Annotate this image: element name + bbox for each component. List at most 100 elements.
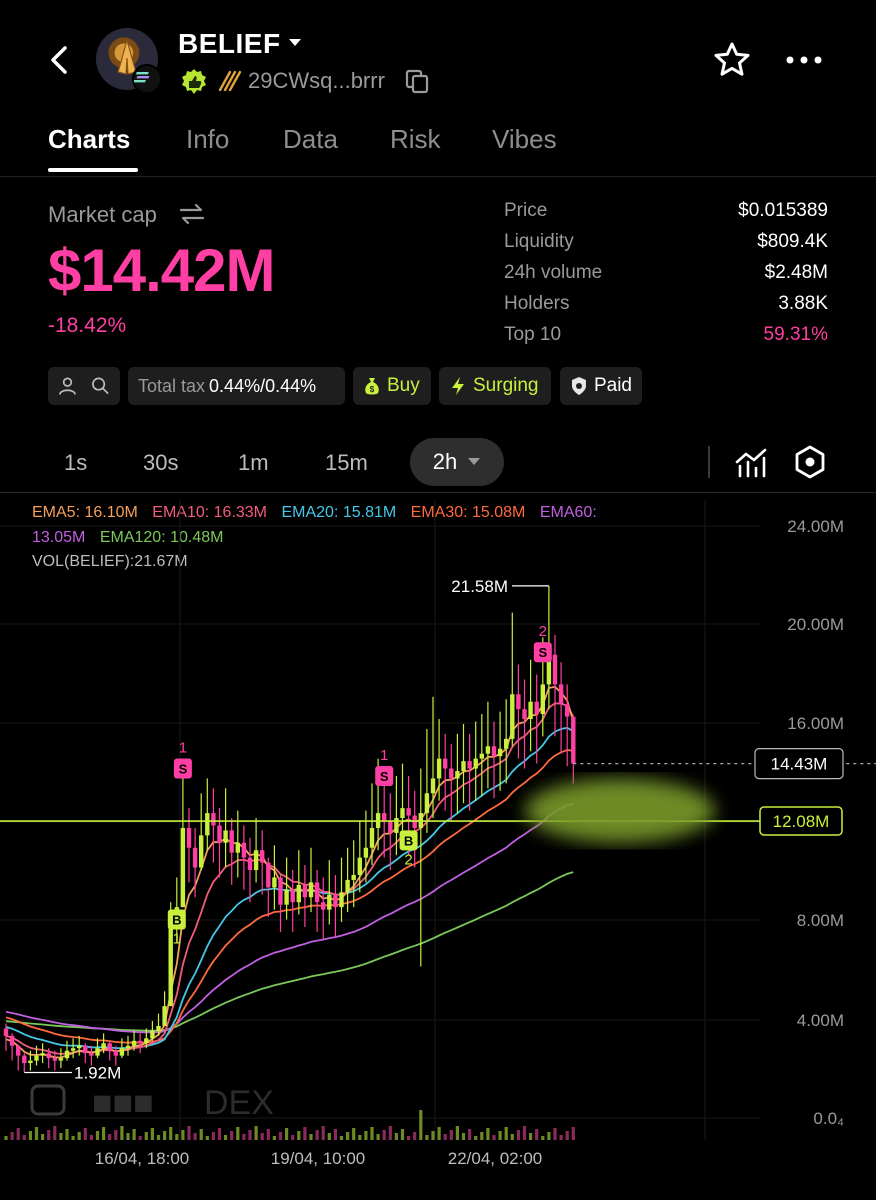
market-cap-change: -18.42% bbox=[48, 314, 127, 337]
swap-icon[interactable] bbox=[178, 202, 206, 226]
volume-bar bbox=[352, 1128, 356, 1140]
volume-bar bbox=[535, 1129, 539, 1140]
indicator-chart-icon[interactable] bbox=[734, 446, 768, 480]
volume-bar bbox=[358, 1135, 362, 1140]
star-icon[interactable] bbox=[712, 40, 752, 80]
volume-bar bbox=[156, 1135, 161, 1140]
volume-bar bbox=[65, 1129, 69, 1140]
volume-bar bbox=[571, 1127, 575, 1140]
settings-hexagon-icon[interactable] bbox=[792, 444, 828, 480]
watermark-mark: ■■■ bbox=[92, 1084, 154, 1122]
candle-body bbox=[119, 1048, 125, 1056]
volume-bar bbox=[431, 1131, 435, 1140]
volume-bar bbox=[83, 1128, 87, 1140]
volume-bar bbox=[522, 1126, 527, 1140]
candle-body bbox=[241, 842, 247, 858]
volume-bar bbox=[346, 1132, 350, 1140]
volume-bar bbox=[388, 1126, 392, 1140]
candle-body bbox=[369, 827, 375, 848]
candle-body bbox=[314, 882, 320, 903]
candle-body bbox=[473, 758, 478, 769]
praying-hands-icon bbox=[117, 37, 137, 75]
timeframe-15m[interactable]: 15m bbox=[325, 450, 368, 475]
candle-body bbox=[351, 874, 356, 880]
volume-bar bbox=[413, 1132, 417, 1140]
tab-vibes[interactable]: Vibes bbox=[492, 124, 557, 154]
volume-bar bbox=[199, 1129, 203, 1140]
volume-bar bbox=[114, 1130, 118, 1140]
candle-body bbox=[162, 1006, 167, 1026]
candle-body bbox=[528, 701, 533, 720]
timeframe-1s[interactable]: 1s bbox=[64, 450, 88, 475]
sell-marker bbox=[533, 642, 552, 663]
stat-top10-label: Top 10 bbox=[504, 324, 562, 345]
volume-bar bbox=[236, 1127, 240, 1140]
volume-bar bbox=[455, 1126, 459, 1140]
more-options-icon[interactable] bbox=[784, 46, 824, 74]
candle-body bbox=[46, 1053, 51, 1059]
tab-charts[interactable]: Charts bbox=[48, 124, 131, 154]
candle-body bbox=[28, 1060, 33, 1064]
contract-address[interactable]: 29CWsq...brrr bbox=[248, 68, 385, 93]
candle-body bbox=[436, 758, 442, 779]
candle-body bbox=[180, 827, 186, 908]
volume-bar bbox=[10, 1132, 14, 1140]
x-tick-label: 22/04, 02:00 bbox=[448, 1149, 543, 1168]
candle-body bbox=[497, 748, 503, 757]
search-icon bbox=[92, 377, 109, 395]
price-chart[interactable]: 24.00M 20.00M 16.00M 8.00M 4.00M 0.0₄ 16/04, 1… bbox=[0, 494, 876, 1200]
candle-body bbox=[89, 1053, 94, 1056]
current-price-tag bbox=[754, 747, 844, 780]
candle-body bbox=[107, 1043, 112, 1051]
paid-chip[interactable]: Paid bbox=[560, 367, 642, 405]
holder-search-chip[interactable] bbox=[48, 367, 120, 405]
candle-body bbox=[138, 1040, 143, 1044]
volume-bar bbox=[553, 1128, 557, 1140]
y-tick-label: 4.00M bbox=[797, 1011, 844, 1030]
volume-bar bbox=[205, 1136, 209, 1140]
stat-holders-label: Holders bbox=[504, 293, 570, 314]
price-line-label: 12.08M bbox=[773, 812, 830, 831]
back-button[interactable] bbox=[40, 40, 80, 80]
timeframe-30s[interactable]: 30s bbox=[143, 450, 179, 475]
ema30-value: EMA30: 15.08M bbox=[410, 504, 526, 521]
candle-body bbox=[22, 1055, 27, 1064]
ema30-line bbox=[5, 749, 574, 1044]
tab-info[interactable]: Info bbox=[186, 124, 230, 154]
caret-down-icon[interactable] bbox=[288, 36, 302, 50]
volume-bar bbox=[169, 1127, 173, 1140]
divider bbox=[708, 446, 710, 478]
volume-bar bbox=[303, 1127, 307, 1140]
candle-body bbox=[9, 1035, 15, 1046]
candle-body bbox=[516, 694, 521, 710]
candle-body bbox=[284, 889, 289, 905]
tab-risk[interactable]: Risk bbox=[390, 124, 441, 154]
total-tax-chip[interactable]: Total tax 0.44%/0.44% bbox=[128, 367, 345, 405]
volume-bar bbox=[498, 1131, 502, 1140]
candle-body bbox=[217, 825, 222, 843]
surging-chip[interactable]: Surging bbox=[439, 367, 551, 405]
buy-chip[interactable]: $ Buy bbox=[353, 367, 431, 405]
stat-volume-value: $2.48M bbox=[764, 262, 828, 283]
candle-body bbox=[382, 813, 387, 821]
volume-bar bbox=[285, 1128, 289, 1140]
volume-bar bbox=[95, 1131, 100, 1140]
tax-label: Total tax bbox=[138, 375, 206, 396]
copy-icon[interactable] bbox=[404, 68, 430, 94]
volume-bar bbox=[480, 1132, 484, 1140]
candle-body bbox=[247, 857, 253, 871]
y-tick-label: 20.00M bbox=[787, 615, 844, 634]
token-title[interactable]: BELIEF bbox=[178, 28, 281, 59]
tab-data[interactable]: Data bbox=[283, 124, 338, 154]
volume-bar bbox=[59, 1133, 63, 1140]
ema20-value: EMA20: 15.81M bbox=[281, 504, 397, 521]
fullscreen-icon bbox=[30, 1084, 66, 1116]
volume-bar bbox=[108, 1134, 112, 1140]
candle-body bbox=[394, 818, 399, 833]
candle-body bbox=[266, 862, 271, 888]
volume-bar bbox=[437, 1127, 441, 1140]
timeframe-1m[interactable]: 1m bbox=[238, 450, 269, 475]
volume-bar bbox=[260, 1133, 264, 1140]
timeframe-2h[interactable]: 2h bbox=[410, 438, 504, 486]
ema5-line bbox=[5, 685, 575, 1059]
